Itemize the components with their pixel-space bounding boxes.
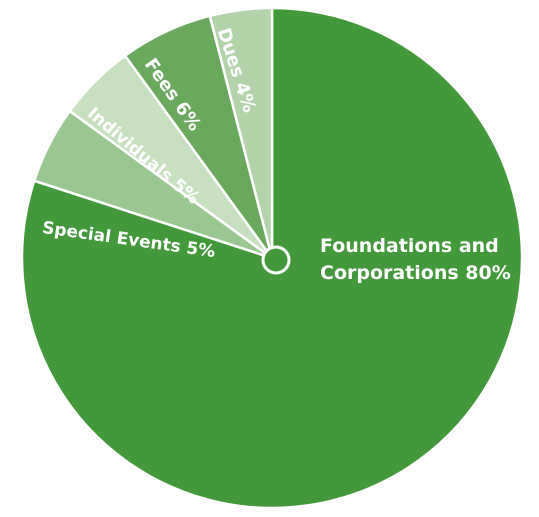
slice-label: Foundations and Corporations 80%: [320, 235, 511, 284]
center-dot: [261, 245, 291, 275]
pie-slice: [208, 6, 274, 260]
